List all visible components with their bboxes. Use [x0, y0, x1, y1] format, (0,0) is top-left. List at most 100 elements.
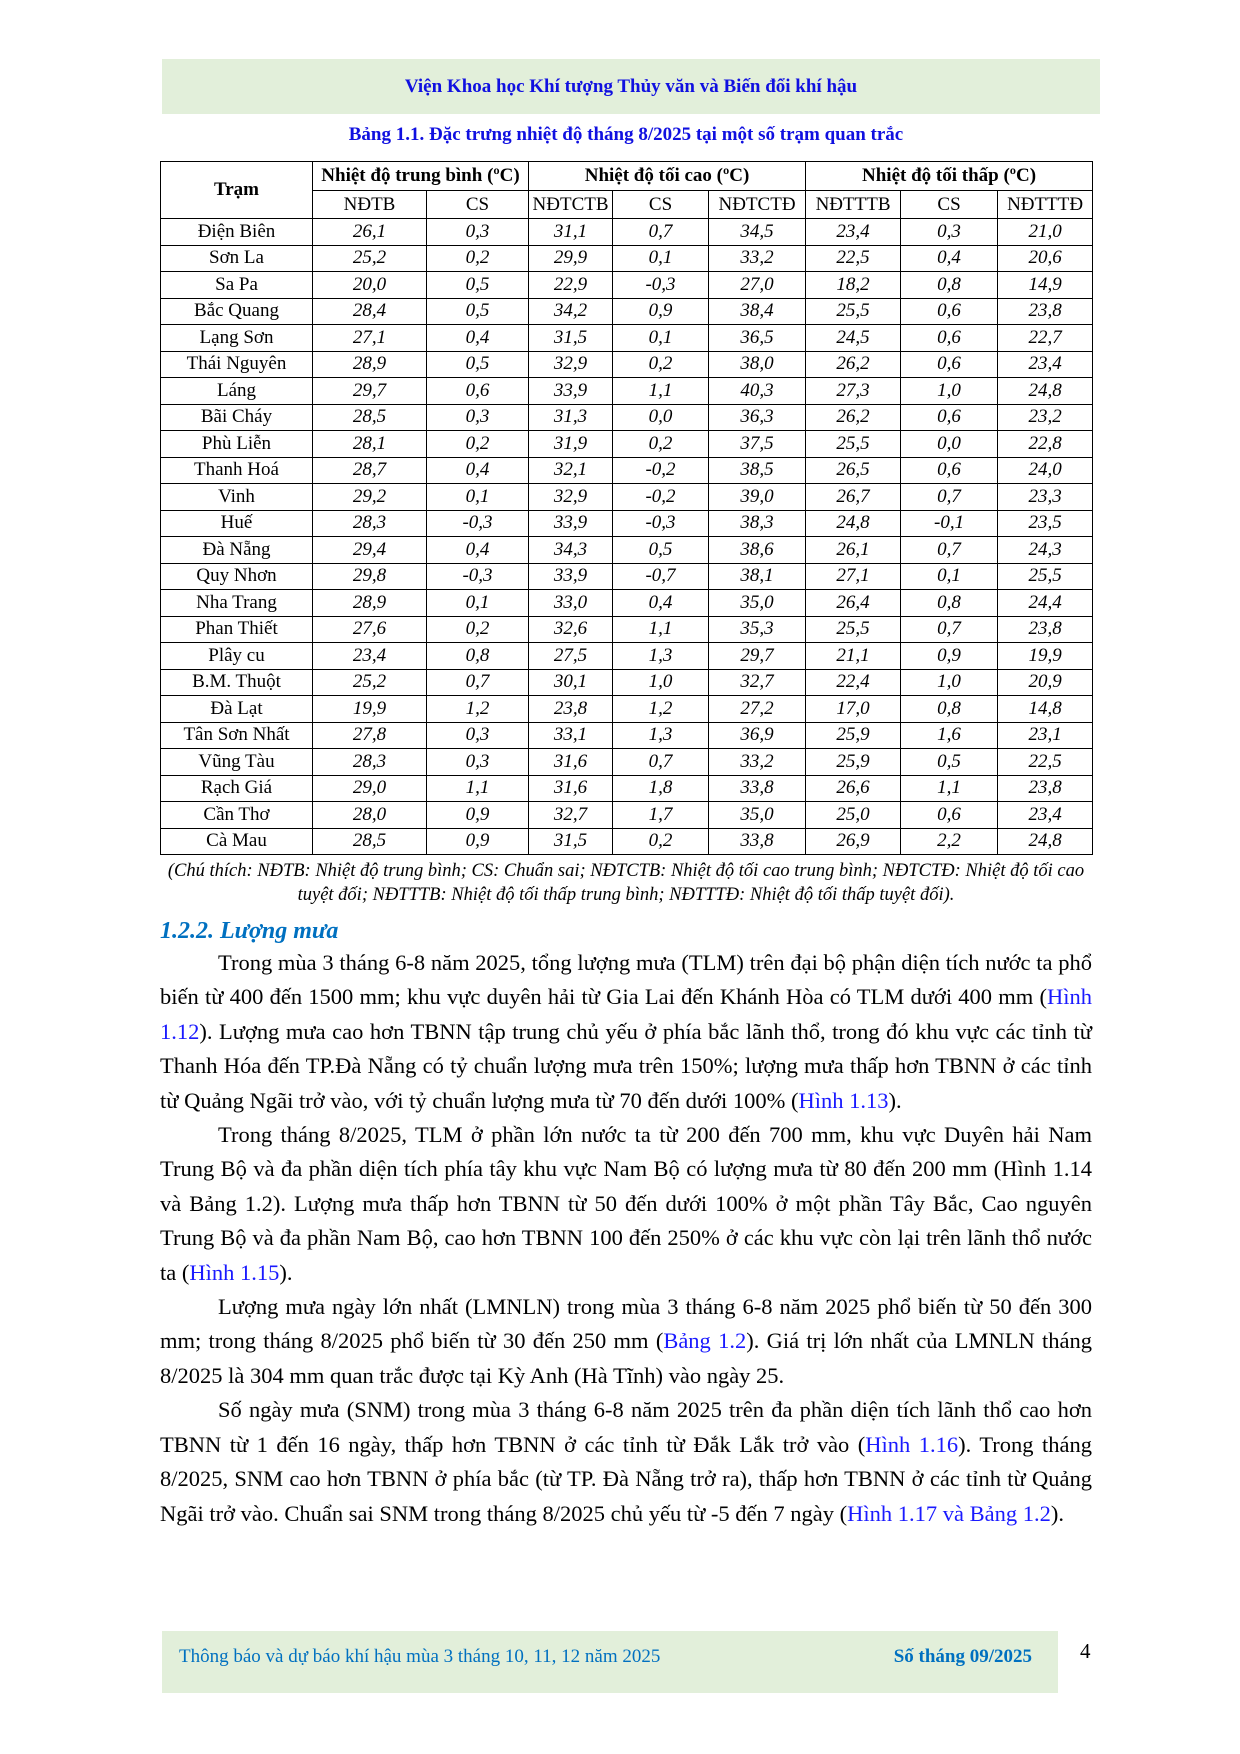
table-cell: 24,8 [997, 377, 1094, 405]
station-name: Đà Lạt [160, 695, 313, 723]
table-row: Sơn La 25,2 0,2 29,9 0,1 33,2 22,5 0,4 20,6 [160, 244, 1094, 272]
table-cell: 38,3 [708, 509, 807, 537]
table-cell: 27,5 [528, 642, 614, 670]
footer-publication: Thông báo và dự báo khí hậu mùa 3 tháng … [179, 1646, 661, 1667]
station-name: Phù Liễn [160, 430, 313, 458]
table-cell: -0,2 [612, 456, 710, 484]
paragraph-text: ). [888, 1087, 902, 1113]
table-cell: 25,9 [805, 721, 902, 749]
figure-reference-link[interactable]: Hình 1.12 [160, 984, 1092, 1044]
table-cell: 0,7 [612, 748, 710, 776]
table-row: Cà Mau 28,5 0,9 31,5 0,2 33,8 26,9 2,2 24,8 [160, 827, 1094, 855]
table-cell: 22,8 [997, 430, 1094, 458]
station-name: Quy Nhơn [160, 562, 313, 590]
table-cell: 21,0 [997, 218, 1094, 246]
table-cell: 0,6 [900, 403, 999, 431]
table-cell: 2,2 [900, 827, 999, 855]
station-name: Thanh Hoá [160, 456, 313, 484]
table-cell: -0,3 [425, 562, 530, 590]
table-cell: 23,4 [312, 642, 427, 670]
table-cell: 0,4 [900, 244, 999, 272]
table-cell: 33,2 [708, 244, 807, 272]
table-row: Tân Sơn Nhất 27,8 0,3 33,1 1,3 36,9 25,9 1,6 23,… [160, 721, 1094, 749]
table-cell: 17,0 [805, 695, 902, 723]
table-cell: 38,5 [708, 456, 807, 484]
table-cell: 29,2 [312, 483, 427, 511]
table-cell: 23,8 [997, 615, 1094, 643]
table-cell: 23,2 [997, 403, 1094, 431]
table-row: Huế 28,3 -0,3 33,9 -0,3 38,3 24,8 -0,1 23,5 [160, 509, 1094, 537]
column-header: NĐTB [312, 190, 427, 219]
table-cell: 25,5 [997, 562, 1094, 590]
station-name: Tân Sơn Nhất [160, 721, 313, 749]
table-row: Nha Trang 28,9 0,1 33,0 0,4 35,0 26,4 0,8 24,4 [160, 589, 1094, 617]
footer-issue: Số tháng 09/2025 [893, 1646, 1032, 1667]
table-cell: 1,2 [612, 695, 710, 723]
table-cell: 32,1 [528, 456, 614, 484]
table-row: Plây cu 23,4 0,8 27,5 1,3 29,7 21,1 0,9 19,9 [160, 642, 1094, 670]
table-cell: 0,4 [425, 456, 530, 484]
station-name: Huế [160, 509, 313, 537]
table-cell: 27,6 [312, 615, 427, 643]
table-cell: 23,4 [997, 801, 1094, 829]
table-cell: 0,1 [612, 324, 710, 352]
figure-reference-link[interactable]: Hình 1.15 [189, 1259, 280, 1285]
figure-reference-link[interactable]: Hình 1.16 [865, 1431, 959, 1457]
station-name: Plây cu [160, 642, 313, 670]
table-cell: 1,0 [612, 668, 710, 696]
table-cell: 33,9 [528, 562, 614, 590]
table-cell: 31,6 [528, 748, 614, 776]
table-cell: 0,4 [612, 589, 710, 617]
station-name: Thái Nguyên [160, 350, 313, 378]
table-cell: 0,8 [425, 642, 530, 670]
table-cell: 0,1 [425, 483, 530, 511]
paragraph-text: Lượng mưa ngày lớn nhất (LMNLN) trong mù… [160, 1294, 1092, 1354]
table-row: Cần Thơ 28,0 0,9 32,7 1,7 35,0 25,0 0,6 23,4 [160, 801, 1094, 829]
table-cell: 25,2 [312, 668, 427, 696]
table-cell: 0,4 [425, 324, 530, 352]
figure-reference-link[interactable]: Hình 1.17 và Bảng 1.2 [847, 1500, 1051, 1526]
table-row: Điện Biên 26,1 0,3 31,1 0,7 34,5 23,4 0,3 21,0 [160, 218, 1094, 246]
table-cell: 36,9 [708, 721, 807, 749]
table-cell: 23,4 [805, 218, 902, 246]
table-cell: 19,9 [312, 695, 427, 723]
column-header: NĐTCTĐ [708, 190, 807, 219]
table-cell: 1,1 [900, 774, 999, 802]
column-header: CS [612, 190, 710, 219]
table-cell: 39,0 [708, 483, 807, 511]
table-row: Vinh 29,2 0,1 32,9 -0,2 39,0 26,7 0,7 23,3 [160, 483, 1094, 511]
station-name: Sa Pa [160, 271, 313, 299]
table-cell: 0,5 [425, 271, 530, 299]
figure-reference-link[interactable]: Bảng 1.2 [663, 1328, 747, 1354]
table-cell: 0,2 [612, 430, 710, 458]
table-row: Phan Thiết 27,6 0,2 32,6 1,1 35,3 25,5 0,7 23,8 [160, 615, 1094, 643]
table-cell: 23,8 [997, 297, 1094, 325]
table-cell: 0,9 [425, 801, 530, 829]
table-cell: 28,0 [312, 801, 427, 829]
table-cell: 38,0 [708, 350, 807, 378]
table-cell: 1,1 [612, 377, 710, 405]
table-cell: 32,7 [708, 668, 807, 696]
station-name: Lạng Sơn [160, 324, 313, 352]
table-cell: 33,1 [528, 721, 614, 749]
table-cell: 21,1 [805, 642, 902, 670]
table-cell: 0,6 [425, 377, 530, 405]
table-cell: 36,5 [708, 324, 807, 352]
table-cell: 27,3 [805, 377, 902, 405]
table-cell: 24,8 [805, 509, 902, 537]
table-cell: 23,8 [997, 774, 1094, 802]
table-row: Sa Pa 20,0 0,5 22,9 -0,3 27,0 18,2 0,8 14,9 [160, 271, 1094, 299]
table-cell: 31,5 [528, 324, 614, 352]
table-cell: 28,5 [312, 827, 427, 855]
table-cell: 25,5 [805, 615, 902, 643]
station-name: Nha Trang [160, 589, 313, 617]
table-cell: 23,3 [997, 483, 1094, 511]
table-cell: 33,9 [528, 509, 614, 537]
table-cell: 23,8 [528, 695, 614, 723]
station-name: Vinh [160, 483, 313, 511]
table-cell: 22,4 [805, 668, 902, 696]
paragraph-text: ). [279, 1259, 293, 1285]
figure-reference-link[interactable]: Hình 1.13 [798, 1087, 889, 1113]
column-header-row: NĐTB CS NĐTCTB CS NĐTCTĐ NĐTTTB CS NĐTTTĐ [161, 190, 1094, 219]
table-cell: 33,9 [528, 377, 614, 405]
